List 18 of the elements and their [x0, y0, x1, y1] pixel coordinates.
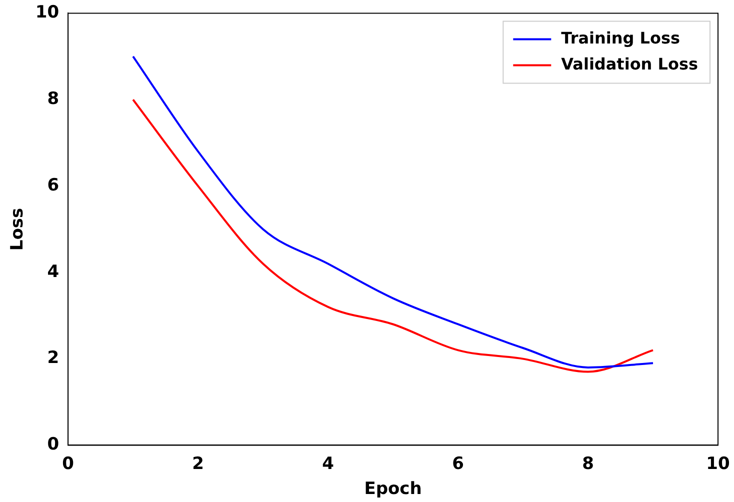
x-tick-label: 0	[62, 454, 74, 474]
x-tick-label: 10	[706, 454, 730, 474]
x-tick-label: 4	[322, 454, 334, 474]
x-tick-label: 8	[582, 454, 594, 474]
y-tick-label: 0	[47, 434, 60, 455]
x-tick-label: 2	[192, 454, 204, 474]
legend-label: Validation Loss	[561, 54, 698, 74]
line-series	[132, 98, 654, 373]
y-tick-label: 4	[47, 262, 60, 282]
y-tick-label: 10	[35, 2, 60, 23]
line-series	[132, 55, 654, 368]
y-tick-label: 6	[47, 175, 60, 196]
legend-label: Training Loss	[561, 28, 680, 48]
x-axis-title: Epoch	[364, 479, 422, 500]
y-tick-label: 8	[47, 89, 60, 110]
x-tick-label: 6	[452, 454, 464, 474]
y-tick-label: 2	[47, 348, 60, 368]
y-axis-title: Loss	[8, 208, 28, 251]
